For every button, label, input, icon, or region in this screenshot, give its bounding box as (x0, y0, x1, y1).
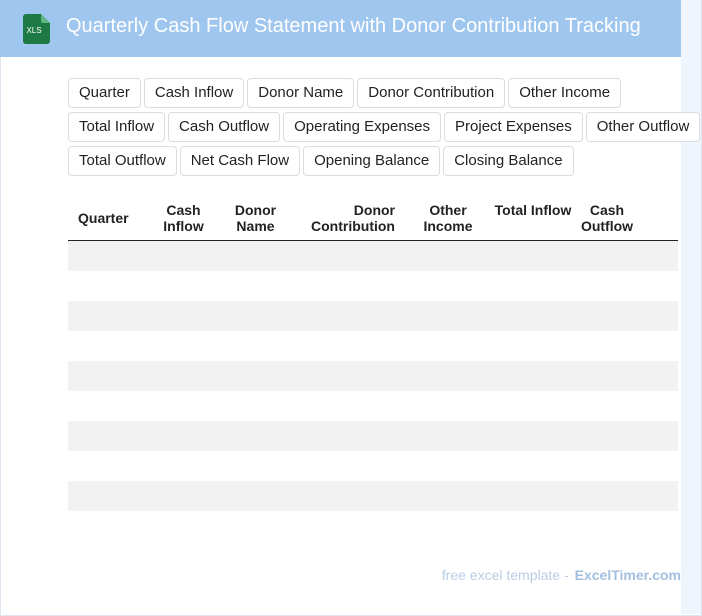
tag[interactable]: Cash Outflow (168, 112, 281, 142)
tag[interactable]: Total Outflow (68, 146, 177, 176)
header: XLS Quarterly Cash Flow Statement with D… (0, 0, 681, 57)
column-header: Cash Outflow (580, 202, 634, 234)
tag[interactable]: Opening Balance (303, 146, 441, 176)
title: Quarterly Cash Flow Statement with Donor… (66, 15, 641, 37)
column-header: Donor Name (234, 202, 277, 234)
tag[interactable]: Total Inflow (68, 112, 166, 142)
table-row (68, 301, 678, 331)
table-row (68, 331, 678, 361)
tag-list: Quarter Cash Inflow Donor Name Donor Contri… (68, 78, 701, 180)
tag-row: Quarter Cash Inflow Donor Name Donor Contri… (68, 78, 698, 108)
table-header: Quarter Cash Inflow Donor Name Donor Contri… (68, 194, 678, 241)
table: Quarter Cash Inflow Donor Name Donor Contri… (68, 194, 678, 541)
icon-label: XLS (26, 26, 41, 35)
tag[interactable]: Net Cash Flow (179, 146, 301, 176)
tag[interactable]: Quarter (68, 78, 141, 108)
table-row (68, 271, 678, 301)
tag[interactable]: Closing Balance (443, 146, 574, 176)
column-header: Donor Contribution (311, 202, 395, 234)
xls-icon: XLS (23, 14, 50, 44)
column-header: Total Inflow (494, 202, 572, 218)
column-header: Cash Inflow (163, 202, 204, 234)
table-row (68, 451, 678, 481)
tag-row: Total Outflow Net Cash Flow Opening Balanc… (68, 146, 698, 176)
tag[interactable]: Other Income (508, 78, 622, 108)
table-row (68, 511, 678, 541)
table-row (68, 421, 678, 451)
side-strip (681, 0, 701, 614)
footer: free excel template - ExcelTimer.com (442, 567, 681, 583)
column-header: Other Income (423, 202, 473, 234)
tag[interactable]: Operating Expenses (283, 112, 442, 142)
footer-text: free excel template - (441, 567, 569, 583)
tag[interactable]: Other Outflow (585, 112, 701, 142)
table-row (68, 481, 678, 511)
tag[interactable]: Donor Contribution (357, 78, 506, 108)
tag-row: Total Inflow Cash Outflow Operating Expens… (68, 112, 701, 142)
tag[interactable]: Donor Name (247, 78, 355, 108)
tag[interactable]: Project Expenses (444, 112, 583, 142)
table-row (68, 391, 678, 421)
column-header: Quarter (78, 210, 129, 226)
tag[interactable]: Cash Inflow (143, 78, 245, 108)
footer-brand[interactable]: ExcelTimer.com (574, 567, 681, 583)
table-row (68, 241, 678, 271)
table-row (68, 361, 678, 391)
